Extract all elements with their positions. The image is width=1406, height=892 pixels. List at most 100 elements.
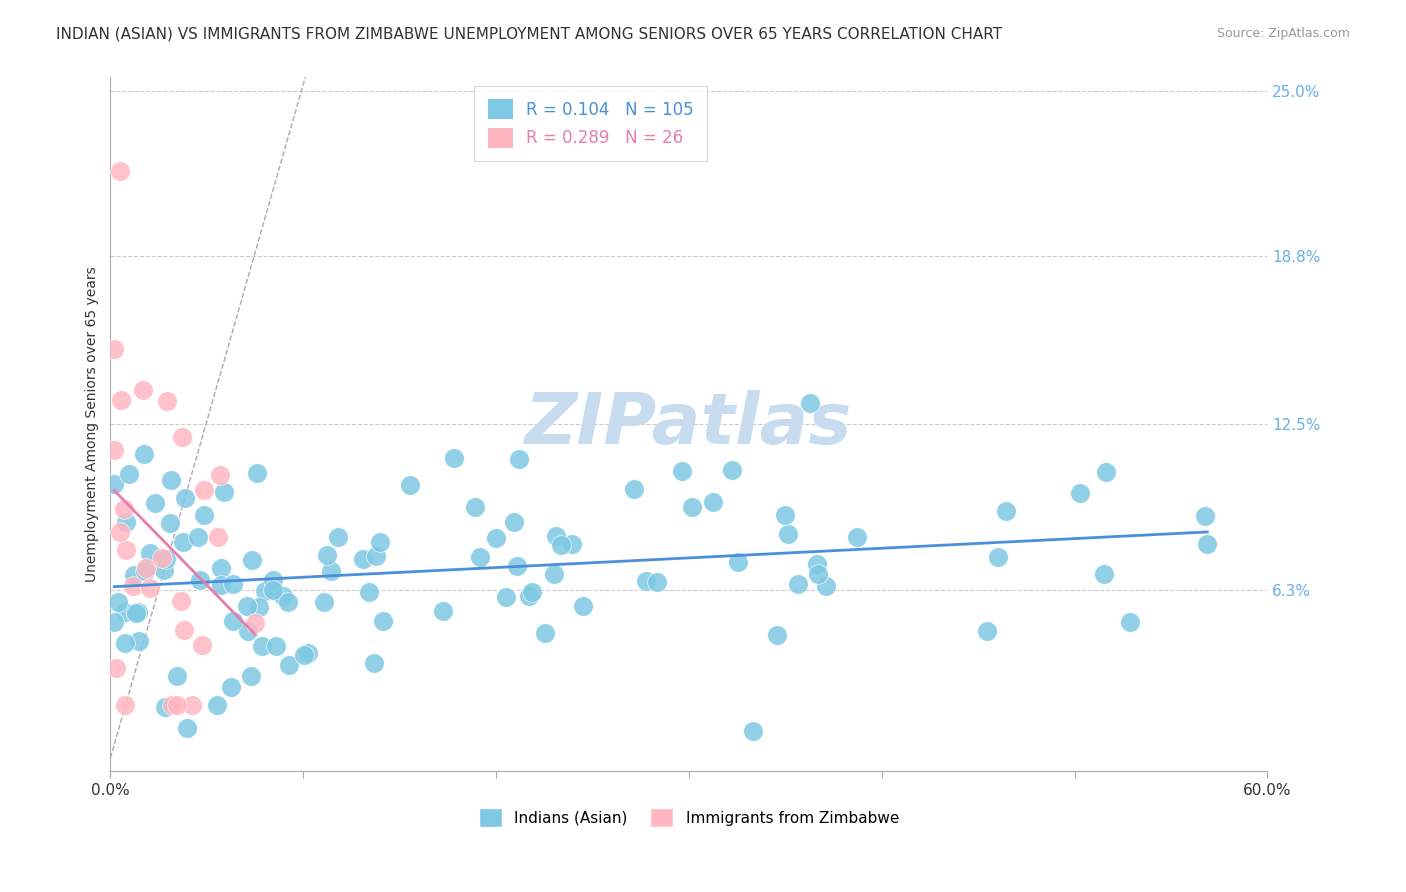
- Point: [273, 589, 295, 603]
- Point: [508, 452, 530, 467]
- Point: [193, 483, 215, 498]
- Point: [534, 625, 557, 640]
- Point: [561, 537, 583, 551]
- Point: [776, 526, 799, 541]
- Point: [132, 384, 155, 398]
- Point: [103, 615, 125, 629]
- Point: [150, 550, 173, 565]
- Point: [247, 599, 270, 614]
- Point: [207, 530, 229, 544]
- Point: [1194, 508, 1216, 523]
- Point: [742, 724, 765, 739]
- Point: [122, 579, 145, 593]
- Point: [807, 567, 830, 582]
- Point: [277, 658, 299, 673]
- Point: [160, 698, 183, 712]
- Point: [156, 394, 179, 409]
- Point: [799, 395, 821, 409]
- Point: [219, 681, 242, 695]
- Point: [159, 516, 181, 531]
- Point: [544, 529, 567, 543]
- Point: [371, 614, 394, 628]
- Point: [720, 463, 742, 477]
- Point: [135, 561, 157, 575]
- Point: [170, 594, 193, 608]
- Point: [520, 584, 543, 599]
- Point: [212, 485, 235, 500]
- Point: [976, 624, 998, 638]
- Point: [572, 599, 595, 613]
- Point: [634, 574, 657, 588]
- Point: [363, 656, 385, 670]
- Point: [172, 535, 194, 549]
- Point: [125, 606, 148, 620]
- Point: [292, 648, 315, 662]
- Text: INDIAN (ASIAN) VS IMMIGRANTS FROM ZIMBABWE UNEMPLOYMENT AMONG SENIORS OVER 65 YE: INDIAN (ASIAN) VS IMMIGRANTS FROM ZIMBAB…: [56, 27, 1002, 42]
- Point: [114, 606, 136, 620]
- Point: [1118, 615, 1140, 630]
- Point: [152, 563, 174, 577]
- Point: [262, 573, 284, 587]
- Point: [352, 551, 374, 566]
- Point: [222, 614, 245, 628]
- Point: [181, 698, 204, 712]
- Point: [211, 578, 233, 592]
- Point: [160, 473, 183, 487]
- Point: [503, 515, 526, 529]
- Point: [209, 467, 232, 482]
- Point: [727, 555, 749, 569]
- Point: [262, 583, 284, 598]
- Point: [134, 447, 156, 461]
- Point: [236, 624, 259, 638]
- Point: [107, 594, 129, 608]
- Point: [443, 451, 465, 466]
- Point: [139, 581, 162, 595]
- Point: [209, 560, 232, 574]
- Point: [806, 558, 828, 572]
- Point: [114, 515, 136, 529]
- Point: [153, 699, 176, 714]
- Point: [312, 595, 335, 609]
- Point: [1095, 465, 1118, 479]
- Point: [543, 566, 565, 581]
- Point: [316, 548, 339, 562]
- Point: [105, 661, 128, 675]
- Point: [128, 634, 150, 648]
- Point: [485, 531, 508, 545]
- Point: [647, 574, 669, 589]
- Point: [368, 534, 391, 549]
- Point: [517, 590, 540, 604]
- Point: [254, 583, 277, 598]
- Point: [143, 496, 166, 510]
- Point: [112, 501, 135, 516]
- Point: [174, 491, 197, 506]
- Point: [773, 508, 796, 523]
- Point: [173, 623, 195, 637]
- Point: [127, 605, 149, 619]
- Point: [240, 553, 263, 567]
- Point: [681, 500, 703, 514]
- Point: [243, 615, 266, 630]
- Point: [118, 467, 141, 481]
- Point: [364, 549, 387, 563]
- Point: [432, 604, 454, 618]
- Point: [114, 636, 136, 650]
- Point: [464, 500, 486, 514]
- Point: [239, 669, 262, 683]
- Point: [765, 628, 787, 642]
- Point: [108, 525, 131, 540]
- Point: [1069, 485, 1091, 500]
- Point: [138, 546, 160, 560]
- Point: [468, 550, 491, 565]
- Point: [252, 640, 274, 654]
- Point: [176, 721, 198, 735]
- Point: [108, 164, 131, 178]
- Point: [246, 466, 269, 480]
- Legend: Indians (Asian), Immigrants from Zimbabwe: Indians (Asian), Immigrants from Zimbabw…: [472, 802, 905, 833]
- Point: [103, 442, 125, 457]
- Point: [166, 669, 188, 683]
- Point: [122, 568, 145, 582]
- Point: [266, 639, 288, 653]
- Point: [357, 585, 380, 599]
- Point: [205, 698, 228, 713]
